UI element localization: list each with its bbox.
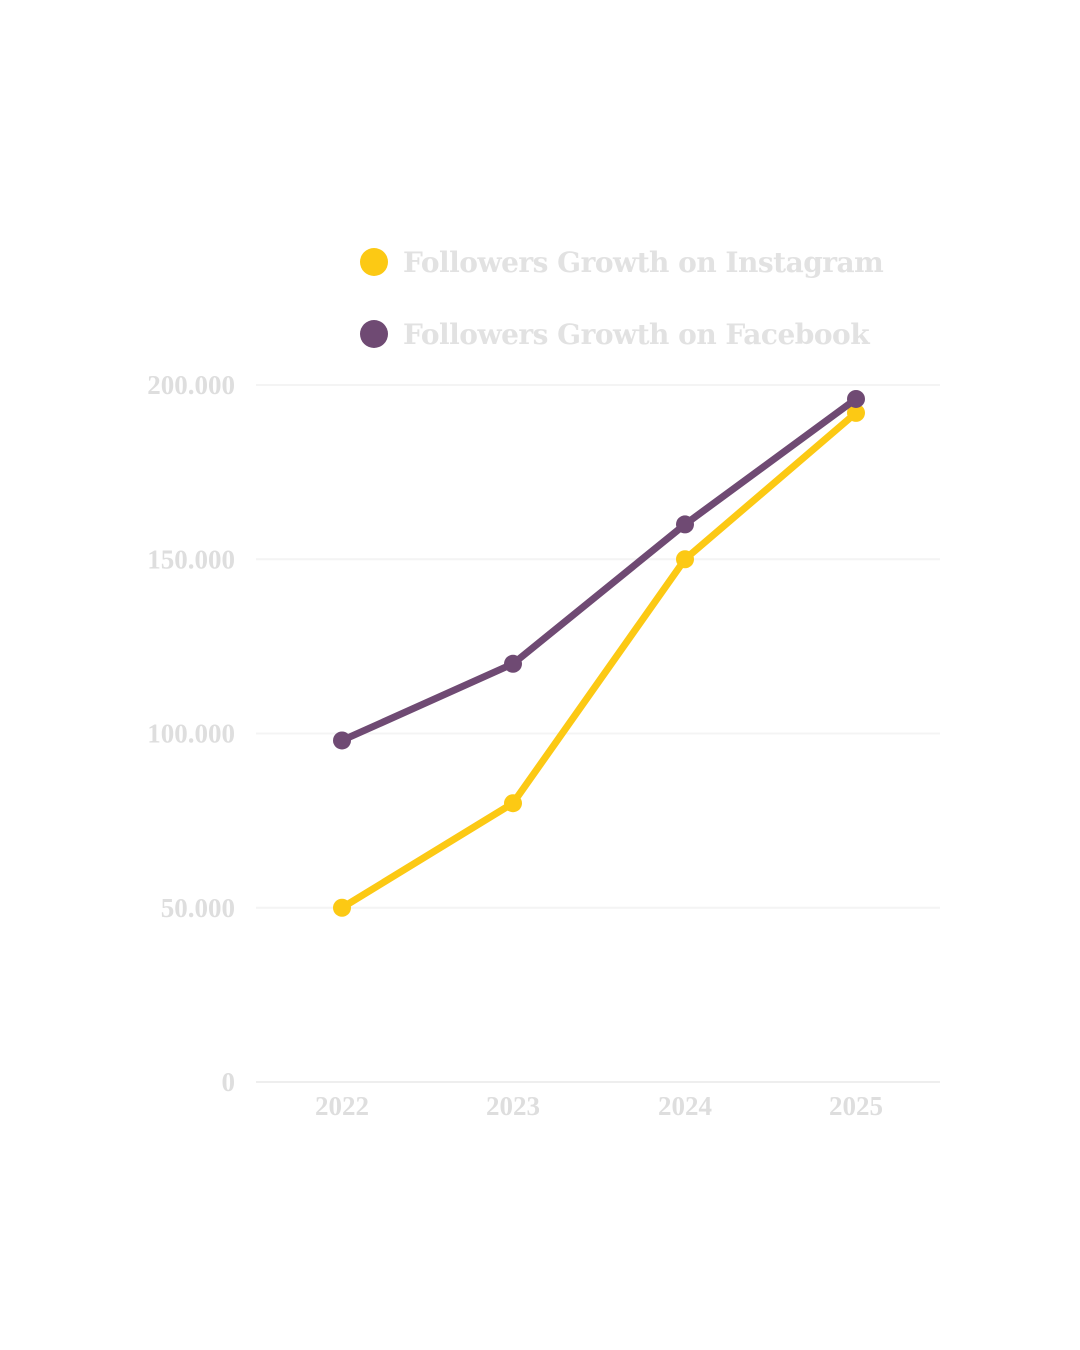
legend-label-facebook: Followers Growth on Facebook — [403, 317, 870, 351]
series-line-facebook — [338, 395, 860, 744]
data-point-instagram-2022 — [333, 898, 351, 917]
x-tick-label: 2022 — [315, 1091, 369, 1121]
grid-lines — [256, 384, 940, 1083]
data-point-instagram-2023 — [504, 794, 522, 813]
x-tick-label: 2023 — [486, 1091, 540, 1121]
x-axis-ticks: 2022 2023 2024 2025 — [315, 1091, 883, 1121]
series-line-instagram — [338, 409, 860, 912]
y-tick-label: 100.000 — [147, 719, 235, 749]
legend-item-facebook: Followers Growth on Facebook — [360, 312, 883, 356]
legend-swatch-instagram — [360, 248, 388, 276]
x-tick-label: 2024 — [658, 1091, 712, 1121]
chart-legend: Followers Growth on Instagram Followers … — [360, 240, 884, 384]
data-point-facebook-2022 — [333, 731, 351, 750]
legend-item-instagram: Followers Growth on Instagram — [360, 240, 884, 284]
data-point-instagram-2025 — [847, 403, 865, 422]
y-tick-label: 0 — [222, 1067, 236, 1097]
legend-swatch-facebook — [360, 320, 388, 348]
data-point-facebook-2025 — [847, 389, 865, 408]
x-tick-label: 2025 — [829, 1091, 883, 1121]
series-lines — [333, 389, 865, 917]
y-tick-label: 200.000 — [147, 370, 235, 400]
y-tick-label: 150.000 — [147, 544, 235, 574]
y-tick-label: 50.000 — [161, 893, 235, 923]
data-point-facebook-2023 — [504, 654, 522, 673]
series-facebook — [333, 389, 865, 750]
data-point-instagram-2024 — [676, 550, 694, 569]
legend-label-instagram: Followers Growth on Instagram — [403, 245, 884, 279]
series-instagram — [333, 403, 865, 917]
y-axis-ticks: 0 50.000 100.000 150.000 200.000 — [147, 370, 235, 1097]
data-point-facebook-2024 — [676, 515, 694, 534]
